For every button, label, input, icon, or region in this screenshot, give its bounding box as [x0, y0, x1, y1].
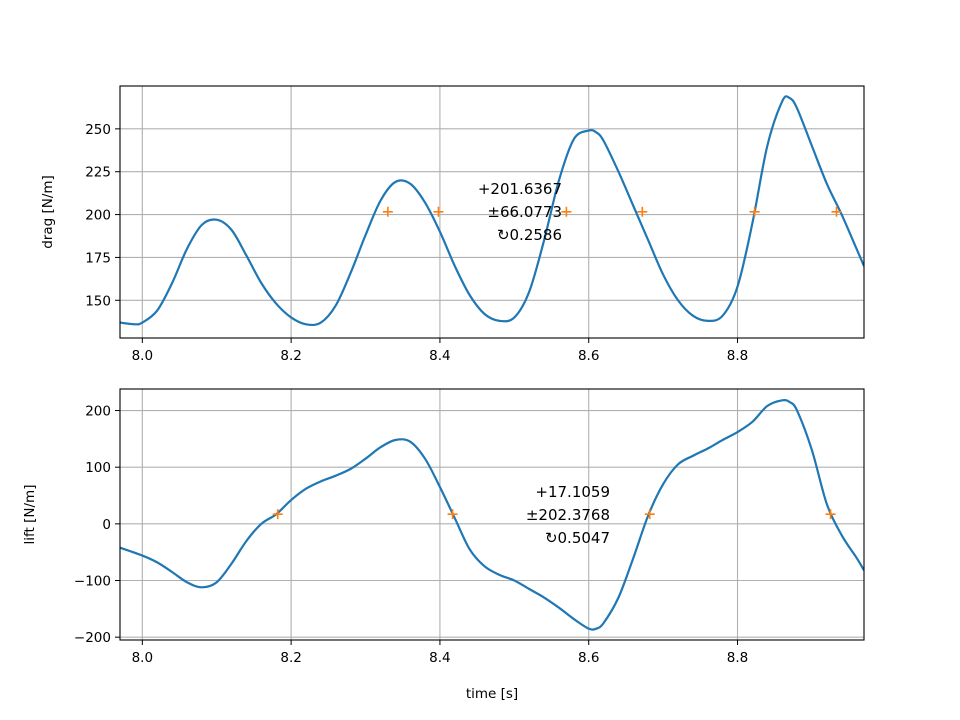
drag-crossing-marker [382, 206, 393, 217]
y-tick-label: 100 [85, 460, 111, 476]
x-tick-label: 8.4 [429, 650, 450, 666]
lift-crossing-marker [825, 509, 836, 520]
x-tick-label: 8.2 [280, 348, 301, 364]
x-tick-label: 8.2 [280, 650, 301, 666]
lift-crossing-marker [447, 509, 458, 520]
annotation-line: ↻0.2586 [497, 226, 562, 244]
axes-frame [119, 388, 865, 641]
y-tick-label: −200 [74, 630, 111, 646]
drag-subplot: 8.0 8.2 8.4 8.6 8.8 150 175 200 225 250 drag [N/m]… [40, 85, 865, 364]
drag-crossing-marker [831, 206, 842, 217]
y-tick-label: −100 [74, 574, 111, 590]
x-tick-label: 8.6 [578, 348, 599, 364]
axes-frame [119, 85, 865, 339]
annotation-line: ±66.0773 [487, 203, 562, 221]
x-tick-label: 8.0 [132, 348, 153, 364]
x-axis-label: time [s] [466, 686, 518, 702]
y-tick-label: 150 [85, 293, 111, 309]
lift-crossing-marker [272, 509, 283, 520]
y-tick-label: 225 [85, 165, 111, 181]
y-tick-label: 200 [85, 208, 111, 224]
y-tick-label: 0 [102, 517, 111, 533]
drag-crossing-marker [561, 206, 572, 217]
drag-crossing-marker [749, 206, 760, 217]
x-tick-label: 8.8 [727, 650, 748, 666]
y-axis-label: lift [N/m] [22, 485, 38, 545]
lift-subplot: 8.0 8.2 8.4 8.6 8.8 −200 −100 0 100 200 lift [N/m]… [22, 388, 865, 702]
y-tick-label: 200 [85, 404, 111, 420]
x-tick-label: 8.0 [132, 650, 153, 666]
drag-crossing-marker [433, 206, 444, 217]
annotation-line: +201.6367 [478, 180, 562, 198]
annotation-line: +17.1059 [535, 483, 610, 501]
annotation-line: ↻0.5047 [545, 529, 610, 547]
lift-crossing-marker [644, 509, 655, 520]
x-tick-label: 8.4 [429, 348, 450, 364]
y-tick-label: 250 [85, 122, 111, 138]
x-tick-label: 8.6 [578, 650, 599, 666]
lift-series-line [120, 398, 864, 631]
y-tick-label: 175 [85, 250, 111, 266]
x-tick-label: 8.8 [727, 348, 748, 364]
drag-crossing-marker [637, 206, 648, 217]
y-axis-label: drag [N/m] [40, 175, 56, 249]
annotation-line: ±202.3768 [526, 506, 610, 524]
